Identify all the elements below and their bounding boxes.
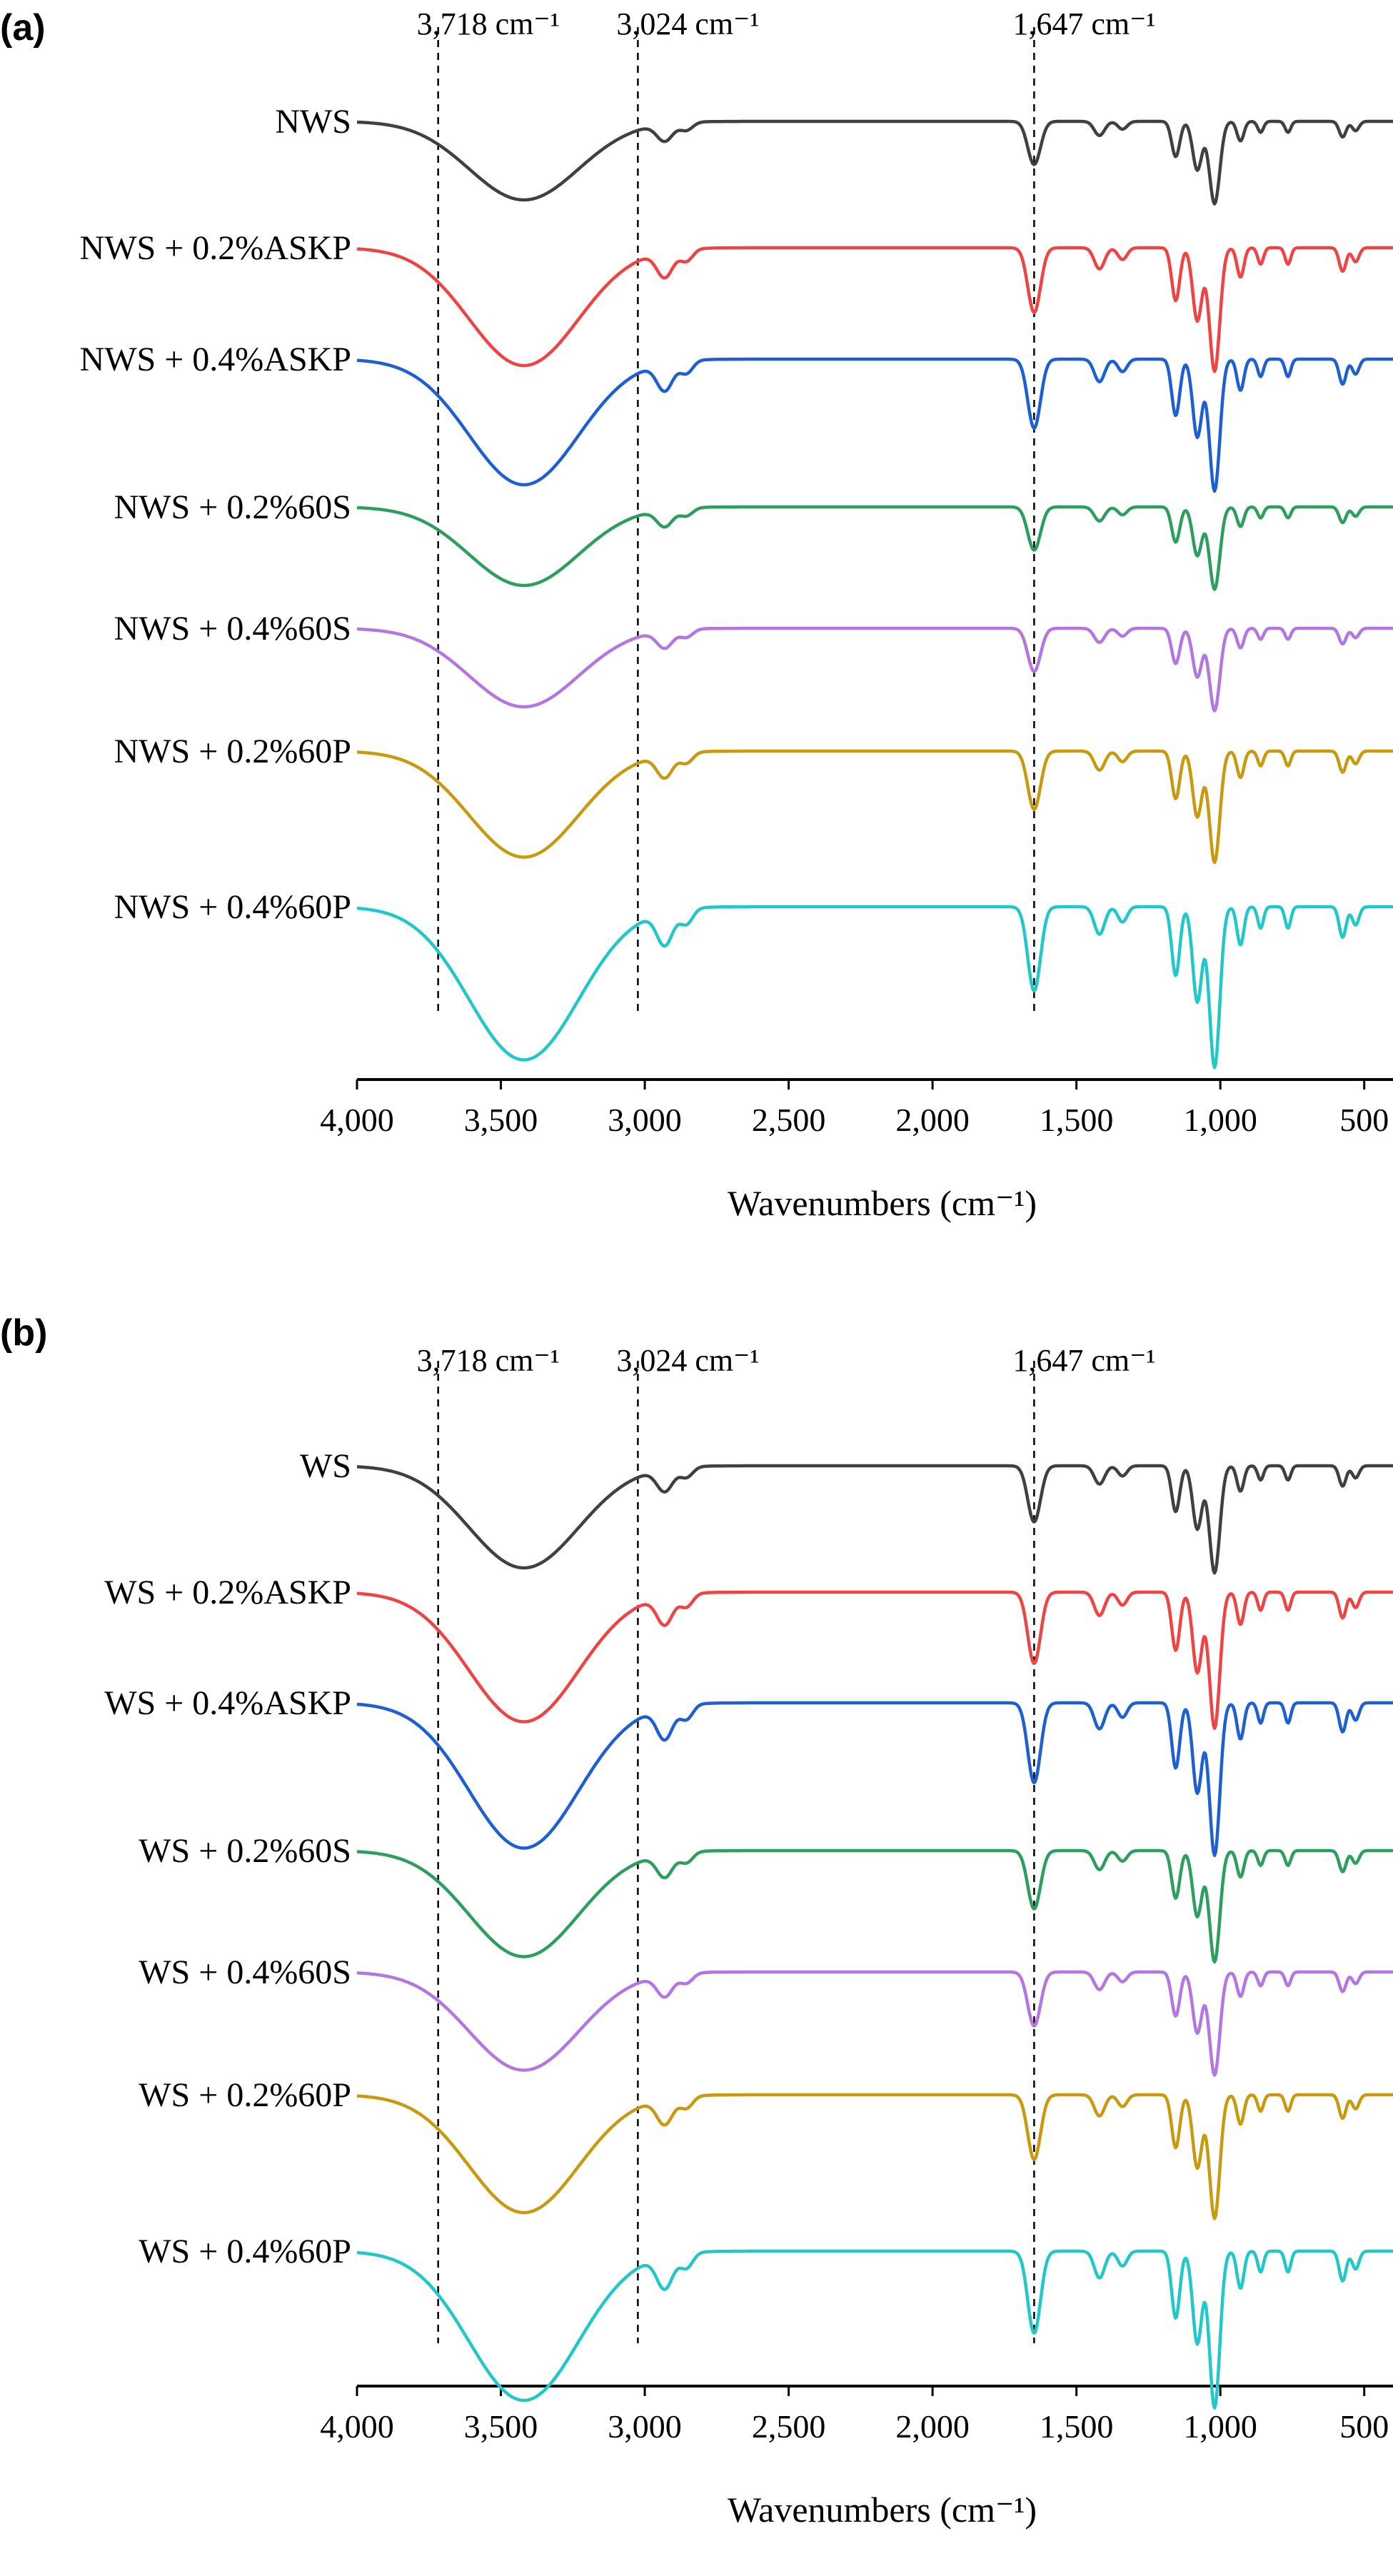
panel-b-reference-label: 1,647 cm⁻¹ [1012, 1343, 1155, 1378]
panel-b-series-ws-0-2-60p [356, 2093, 1393, 2220]
panel-a-series-nws-0-4-60p [356, 905, 1393, 1070]
panel-a-series-nws-0-2-60s [356, 505, 1393, 591]
panel-a-series-label: NWS [275, 103, 351, 141]
panel-b-x-axis-title: Wavenumbers (cm⁻¹) [728, 2490, 1037, 2530]
panel-a-series-label: NWS + 0.2%60P [114, 733, 351, 770]
panel-a-x-axis-title: Wavenumbers (cm⁻¹) [728, 1183, 1037, 1223]
panel-a-x-tick-label: 4,000 [320, 1102, 394, 1138]
panel-a-reference-label: 3,718 cm⁻¹ [417, 6, 560, 41]
panel-b-series-label: WS + 0.2%60P [139, 2076, 351, 2114]
panel-a-series-nws-0-2-60p [356, 749, 1393, 865]
panel-b-series-label: WS + 0.4%ASKP [104, 1684, 351, 1722]
panel-a-x-tick-label: 1,500 [1040, 1102, 1114, 1138]
panel-a-x-tick-label: 1,000 [1183, 1102, 1257, 1138]
panel-b-x-tick-label: 500 [1339, 2408, 1389, 2445]
panel-a-series-nws [356, 119, 1393, 206]
panel-b-x-tick-label: 3,000 [608, 2408, 682, 2445]
panel-a-series-label: NWS + 0.4%60P [114, 888, 351, 926]
panel-b-series-label: WS + 0.4%60P [139, 2233, 351, 2270]
panel-a-series-nws-0-4-askp [356, 357, 1393, 493]
panel-b-letter: (b) [0, 1312, 47, 1354]
panel-a-reference-label: 3,024 cm⁻¹ [616, 6, 759, 41]
panel-a-x-tick-label: 500 [1339, 1102, 1389, 1138]
panel-b-series-ws [356, 1464, 1393, 1575]
panel-a-x-tick-label: 2,000 [895, 1102, 970, 1138]
panel-b-series-label: WS + 0.2%ASKP [104, 1574, 351, 1611]
panel-a-series-label: NWS + 0.2%ASKP [80, 229, 351, 267]
panel-b-x-tick-label: 2,000 [895, 2408, 970, 2445]
panel-b-series-ws-0-2-askp [356, 1590, 1393, 1730]
panel-b-reference-label: 3,024 cm⁻¹ [616, 1343, 759, 1378]
panel-b-x-tick-label: 4,000 [320, 2408, 394, 2445]
panel-b-x-tick-label: 1,500 [1040, 2408, 1114, 2445]
panel-a-series-nws-0-4-60s [356, 626, 1393, 713]
panel-b-plot: 4,000 3,500 3,000 2,500 2,000 1,500 1,000 500 Wa… [104, 1343, 1393, 2530]
panel-b-x-tick-label: 1,000 [1183, 2408, 1257, 2445]
panel-b-series-ws-0-2-60s [356, 1848, 1393, 1964]
panel-a-letter: (a) [0, 7, 46, 49]
panel-a-reference-label: 1,647 cm⁻¹ [1012, 6, 1155, 41]
panel-a-series-label: NWS + 0.2%60S [114, 488, 351, 526]
panel-b-series-label: WS + 0.2%60S [139, 1832, 351, 1870]
panel-a-series-nws-0-2-askp [356, 246, 1393, 373]
panel-a-series-label: NWS + 0.4%60S [114, 610, 351, 648]
panel-a-series-label: NWS + 0.4%ASKP [80, 341, 351, 378]
panel-a-x-tick-label: 2,500 [752, 1102, 826, 1138]
panel-a-x-tick-label: 3,500 [464, 1102, 538, 1138]
panel-a-x-tick-label: 3,000 [608, 1102, 682, 1138]
panel-b-series-ws-0-4-60s [356, 1970, 1393, 2077]
panel-b-series-ws-0-4-60p [356, 2249, 1393, 2410]
panel-b-series-ws-0-4-askp [356, 1701, 1393, 1858]
panel-a-plot: 4,000 3,500 3,000 2,500 2,000 1,500 1,000 500 Wa… [80, 6, 1393, 1223]
panel-b-x-tick-label: 3,500 [464, 2408, 538, 2445]
panel-b-series-label: WS + 0.4%60S [139, 1953, 351, 1991]
panel-b-reference-label: 3,718 cm⁻¹ [417, 1343, 560, 1378]
panel-b-series-label: WS [300, 1447, 351, 1485]
panel-b-x-tick-label: 2,500 [752, 2408, 826, 2445]
